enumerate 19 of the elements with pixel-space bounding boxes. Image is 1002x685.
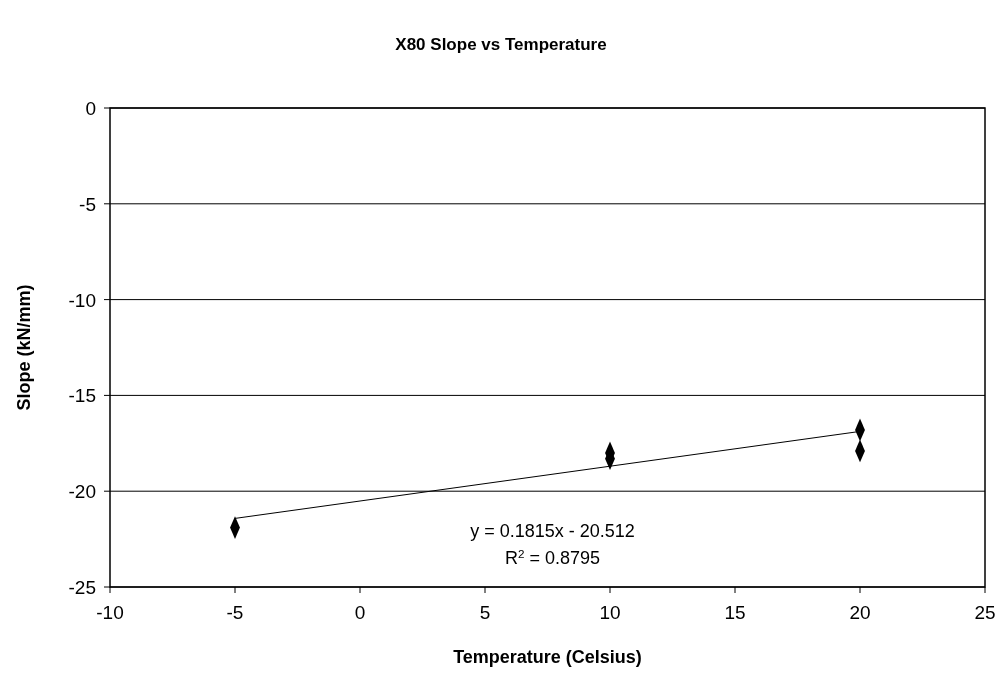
x-tick-label: 10: [599, 602, 621, 623]
x-axis-title: Temperature (Celsius): [453, 647, 642, 667]
annotation: R$^{2}$ = 0.8795: [504, 546, 601, 569]
chart-title: X80 Slope vs Temperature: [395, 35, 607, 54]
x-tick-label: 0: [354, 602, 366, 623]
y-tick-label: 0: [85, 98, 96, 119]
y-tick-label: -15: [68, 385, 96, 407]
y-tick-label: -10: [68, 289, 96, 311]
y-tick-label: -25: [68, 577, 96, 598]
x-tick-label: 25: [974, 602, 996, 623]
annotation: y = 0.1815x - 20.512: [470, 521, 635, 542]
y-tick-label: -20: [68, 481, 96, 503]
x-tick-label: -5: [226, 602, 244, 623]
x-tick-label: -10: [96, 602, 124, 623]
x-tick-label: 15: [724, 602, 746, 623]
x-tick-label: 20: [849, 602, 871, 623]
y-tick-label: -5: [79, 193, 96, 215]
x-tick-label: 5: [479, 602, 491, 623]
y-axis-title: Slope (kN/mm): [14, 284, 34, 411]
